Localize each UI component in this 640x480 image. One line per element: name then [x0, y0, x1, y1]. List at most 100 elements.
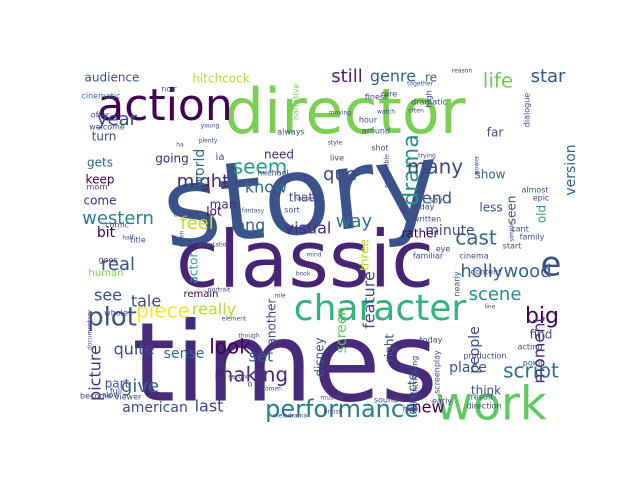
word-fantasy: fantasy: [242, 208, 265, 215]
word-director: director: [225, 75, 466, 148]
word-new: new: [411, 398, 444, 417]
word-actor: actor: [187, 252, 201, 283]
word-british: british: [324, 409, 343, 416]
word-real: real: [101, 254, 135, 275]
word-reason: reason: [452, 68, 473, 75]
word-right: right: [383, 334, 397, 362]
word-need: need: [264, 148, 294, 162]
word-hollywood: hollywood: [460, 261, 551, 282]
word-scene: scene: [469, 284, 522, 305]
word-year: year: [97, 109, 138, 130]
word-plenty: plenty: [199, 138, 218, 145]
word-dialogue: dialogue: [523, 93, 532, 127]
word-times: times: [132, 298, 438, 426]
word-role: role: [274, 293, 286, 300]
word-know: know: [245, 178, 287, 197]
word-portrait: portrait: [208, 287, 231, 294]
word-familiar: familiar: [413, 252, 444, 261]
word-show: show: [474, 168, 505, 182]
word-old: old: [535, 205, 549, 223]
word-predictable: predictable: [384, 154, 391, 188]
word-gets: gets: [87, 156, 113, 170]
word-second: second: [228, 374, 250, 381]
word-classic: classic: [176, 215, 434, 305]
word-title: title: [130, 236, 146, 245]
word-star: star: [531, 66, 566, 87]
word-seem: seem: [233, 155, 288, 179]
word-women: women: [260, 386, 282, 393]
word-trying: trying: [418, 153, 436, 160]
word-narrative: narrative: [292, 84, 301, 120]
word-today: today: [420, 336, 443, 345]
word-might: might: [177, 171, 229, 192]
word-hour: hour: [359, 116, 378, 125]
word-given: given: [179, 231, 186, 248]
word-say: say: [429, 196, 443, 205]
word-still: still: [331, 66, 362, 87]
word-end: end: [422, 189, 452, 208]
word-quite: quite: [114, 340, 155, 359]
word-sense: sense: [164, 346, 205, 362]
word-line: line: [485, 304, 496, 311]
word-morn: morn: [87, 183, 108, 192]
word-start: start: [503, 242, 522, 251]
word-around: around: [362, 127, 390, 136]
word-think: think: [471, 384, 501, 398]
word-simple: simple: [509, 222, 516, 242]
word-last: last: [195, 397, 224, 416]
word-drama: drama: [399, 134, 424, 205]
word-moment: moment: [530, 316, 549, 383]
word-american: american: [122, 400, 188, 416]
word-intriguing: intriguing: [411, 356, 420, 394]
word-life: life: [483, 69, 513, 93]
word-live: live: [330, 154, 344, 163]
word-moving: moving: [329, 110, 352, 117]
word-mind: mind: [306, 252, 321, 259]
word-part: part: [105, 377, 130, 391]
word-documentary: documentary: [87, 310, 94, 350]
word-people: people: [467, 326, 483, 373]
word-less: less: [479, 201, 502, 215]
word-viewer: viewer: [115, 393, 142, 402]
word-full: full: [110, 387, 122, 396]
word-high: high: [425, 90, 434, 107]
word-character: character: [294, 288, 467, 329]
word-big: big: [525, 304, 559, 329]
word-michael: michael: [257, 169, 289, 178]
word-version: version: [563, 144, 579, 195]
word-ia: ia: [216, 152, 225, 163]
word-half: half: [122, 235, 134, 242]
word-really: really: [192, 300, 236, 319]
word-acting: acting: [518, 343, 543, 352]
word-seen: seen: [505, 196, 519, 225]
word-bit: bit: [97, 225, 116, 241]
word-young: young: [201, 123, 220, 130]
word-result: result: [471, 393, 494, 402]
word-human: human: [89, 268, 124, 279]
word-whole: whole: [104, 309, 128, 318]
word-visual: visual: [285, 219, 332, 238]
word-far: far: [487, 126, 504, 140]
word-three: three: [358, 239, 372, 271]
word-comic: comic: [105, 221, 129, 230]
word-another: another: [265, 298, 279, 345]
word-slow: slow: [102, 391, 120, 400]
word-n: n: [273, 269, 278, 278]
word-que: que: [323, 164, 357, 185]
word-man: man: [210, 198, 237, 212]
word-feel: feel: [180, 213, 214, 234]
word-epic: epic: [533, 194, 550, 203]
word-re: re: [425, 71, 437, 85]
word-cast: cast: [455, 226, 497, 250]
word-way: way: [336, 211, 373, 232]
word-find: find: [530, 328, 553, 342]
word-many: many: [407, 155, 463, 179]
word-production: production: [464, 352, 507, 361]
word-cant: cant: [511, 225, 529, 234]
word-audience: audience: [85, 71, 140, 85]
word-rather: rather: [402, 227, 439, 241]
word-book: book: [296, 271, 311, 278]
word-direction: direction: [466, 402, 501, 411]
